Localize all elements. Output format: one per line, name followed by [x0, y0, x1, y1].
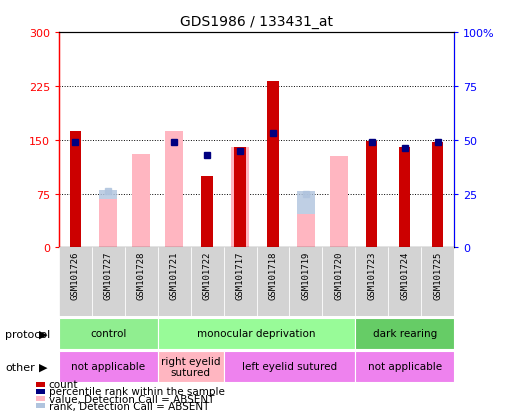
Text: not applicable: not applicable — [71, 361, 145, 372]
Text: dark rearing: dark rearing — [372, 328, 437, 339]
Text: right eyelid
sutured: right eyelid sutured — [161, 356, 221, 377]
Text: other: other — [5, 362, 35, 372]
Bar — [330, 156, 348, 248]
Bar — [70, 132, 81, 248]
Text: value, Detection Call = ABSENT: value, Detection Call = ABSENT — [49, 394, 214, 404]
Text: percentile rank within the sample: percentile rank within the sample — [49, 387, 225, 396]
Bar — [59, 318, 158, 349]
Bar — [125, 248, 158, 316]
Bar — [355, 318, 454, 349]
Text: GSM101721: GSM101721 — [170, 251, 179, 299]
Bar — [165, 132, 183, 248]
Text: GSM101726: GSM101726 — [71, 251, 80, 299]
Title: GDS1986 / 133431_at: GDS1986 / 133431_at — [180, 15, 333, 29]
Bar — [399, 147, 410, 248]
Bar — [421, 248, 454, 316]
Text: rank, Detection Call = ABSENT: rank, Detection Call = ABSENT — [49, 401, 209, 411]
Bar — [100, 199, 117, 248]
Bar — [388, 248, 421, 316]
Text: GSM101724: GSM101724 — [400, 251, 409, 299]
Bar — [289, 248, 322, 316]
Bar — [100, 190, 117, 248]
Text: GSM101719: GSM101719 — [301, 251, 310, 299]
Text: GSM101720: GSM101720 — [334, 251, 343, 299]
Text: GSM101725: GSM101725 — [433, 251, 442, 299]
Bar — [158, 318, 355, 349]
Bar — [267, 82, 279, 248]
Text: ▶: ▶ — [40, 362, 48, 372]
Text: monocular deprivation: monocular deprivation — [198, 328, 315, 339]
Bar — [92, 248, 125, 316]
Text: control: control — [90, 328, 127, 339]
Bar — [432, 142, 443, 248]
Text: GSM101727: GSM101727 — [104, 251, 113, 299]
Text: ▶: ▶ — [40, 329, 48, 339]
Bar — [224, 248, 256, 316]
Bar — [202, 176, 213, 248]
Bar — [231, 147, 249, 248]
Text: GSM101718: GSM101718 — [268, 251, 278, 299]
Bar — [191, 248, 224, 316]
Bar — [297, 192, 315, 248]
Bar — [322, 248, 355, 316]
Bar — [355, 351, 454, 382]
Text: count: count — [49, 380, 78, 389]
Bar — [59, 351, 158, 382]
Bar — [224, 351, 355, 382]
Bar — [330, 156, 348, 248]
Bar — [256, 248, 289, 316]
Bar — [234, 147, 246, 248]
Text: GSM101717: GSM101717 — [235, 251, 245, 299]
Text: GSM101728: GSM101728 — [137, 251, 146, 299]
Bar — [366, 142, 378, 248]
Text: protocol: protocol — [5, 329, 50, 339]
Bar — [355, 248, 388, 316]
Text: left eyelid sutured: left eyelid sutured — [242, 361, 337, 372]
Bar — [158, 351, 224, 382]
Bar — [59, 248, 92, 316]
Text: GSM101723: GSM101723 — [367, 251, 376, 299]
Bar — [297, 214, 315, 248]
Bar — [132, 155, 150, 248]
Bar — [132, 155, 150, 248]
Text: not applicable: not applicable — [368, 361, 442, 372]
Bar — [158, 248, 191, 316]
Text: GSM101722: GSM101722 — [203, 251, 212, 299]
